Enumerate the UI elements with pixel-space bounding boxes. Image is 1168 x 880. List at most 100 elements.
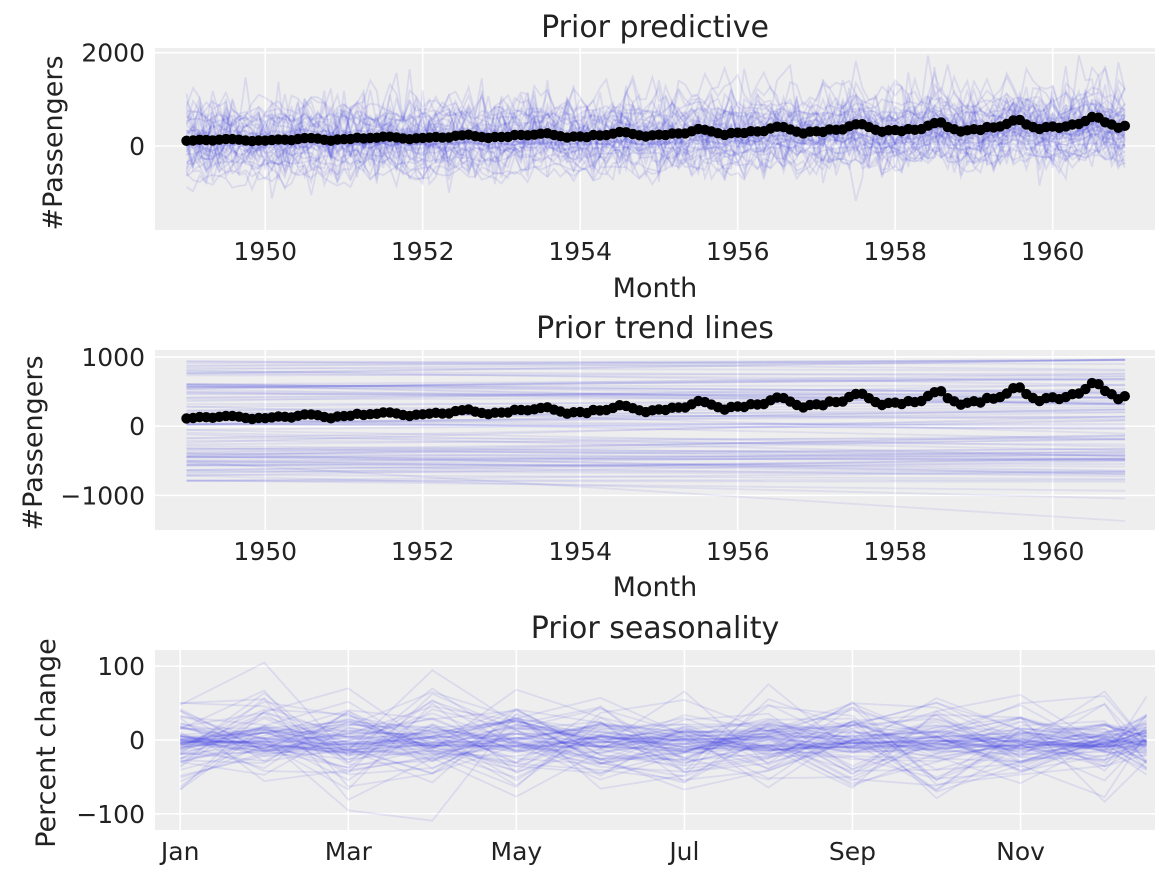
prior-trend-line — [186, 447, 1126, 459]
prior-seasonality-line — [180, 696, 1148, 773]
y-tick-label: 0 — [129, 412, 145, 441]
prior-trend-line — [186, 377, 1126, 386]
x-tick-labels: 1950 1952 1954 1956 1958 1960 — [233, 237, 1084, 266]
prior-draw-line — [186, 132, 1126, 172]
prior-draw-line — [185, 98, 1126, 160]
observed-point — [1119, 120, 1131, 131]
prior-seasonality-line — [179, 692, 1148, 782]
chart-title: Prior predictive — [541, 10, 769, 45]
x-tick-label: Jan — [159, 837, 200, 866]
prior-seasonality-line — [180, 705, 1148, 782]
gridlines — [155, 350, 1155, 530]
prior-trend-line — [186, 405, 1126, 435]
prior-draw-line — [185, 144, 1126, 192]
panel-prior-seasonality: Jan Mar May Jul Sep Nov −100 0 100 Prior seasonal… — [31, 611, 1155, 866]
prior-trend-line — [186, 463, 1126, 468]
prior-seasonality-line — [180, 729, 1148, 764]
prior-trend-line — [186, 449, 1126, 457]
prior-seasonality-line — [180, 721, 1147, 762]
prior-seasonality-line — [179, 689, 1148, 799]
prior-trend-line — [186, 457, 1126, 475]
prior-draw-line — [185, 97, 1126, 184]
prior-seasonality-line — [180, 710, 1147, 765]
prior-trend-line — [186, 359, 1126, 365]
prior-seasonality-line — [180, 723, 1147, 757]
series-group — [181, 358, 1131, 522]
prior-trend-line — [186, 454, 1126, 458]
prior-trend-line — [186, 433, 1126, 458]
prior-trend-line — [186, 473, 1126, 480]
x-tick-label: 1954 — [548, 237, 612, 266]
prior-trend-line — [186, 456, 1126, 461]
prior-seasonality-line — [180, 709, 1147, 752]
x-tick-label: 1954 — [548, 537, 612, 566]
prior-draw-line — [185, 92, 1126, 161]
prior-trend-line — [186, 415, 1126, 444]
x-tick-label: 1950 — [233, 237, 297, 266]
prior-seasonality-line — [179, 717, 1147, 764]
prior-seasonality-line — [179, 722, 1147, 787]
prior-trend-line — [186, 419, 1126, 431]
prior-draw-line — [186, 95, 1126, 144]
prior-draw-line — [185, 128, 1126, 196]
prior-seasonality-line — [180, 721, 1147, 757]
prior-trend-line — [186, 433, 1126, 457]
prior-trend-line — [186, 383, 1126, 400]
x-tick-label: 1958 — [863, 237, 927, 266]
prior-draw-line — [186, 127, 1126, 151]
observed-series — [181, 377, 1131, 425]
prior-trend-line — [186, 383, 1126, 394]
prior-trend-line — [186, 460, 1126, 477]
prior-seasonality-line — [180, 710, 1147, 822]
x-tick-labels: Jan Mar May Jul Sep Nov — [159, 837, 1045, 866]
prior-trend-line — [186, 375, 1126, 390]
prior-draw-line — [185, 119, 1126, 180]
prior-seasonality-line — [179, 700, 1147, 791]
prior-seasonality-line — [179, 697, 1148, 780]
prior-trend-line — [186, 452, 1126, 461]
prior-trend-line — [186, 470, 1126, 482]
prior-draw-line — [186, 86, 1126, 126]
x-tick-label: Sep — [829, 837, 876, 866]
prior-trend-line — [186, 383, 1126, 394]
prior-seasonality-line — [180, 726, 1147, 749]
prior-trend-line — [186, 372, 1126, 377]
prior-trend-line — [186, 457, 1126, 471]
prior-draw-line — [185, 60, 1126, 154]
x-tick-label: Nov — [996, 837, 1045, 866]
x-tick-label: Jul — [667, 837, 699, 866]
prior-trend-line — [186, 383, 1126, 403]
prior-trend-line — [186, 367, 1126, 372]
prior-seasonality-line — [179, 702, 1148, 781]
prior-trend-line — [186, 422, 1126, 430]
prior-seasonality-line — [180, 717, 1147, 791]
x-tick-label: 1960 — [1021, 537, 1085, 566]
prior-seasonality-line — [179, 708, 1147, 800]
prior-seasonality-line — [179, 709, 1148, 772]
prior-seasonality-line — [179, 700, 1147, 782]
prior-trend-line — [186, 396, 1126, 401]
gridlines — [155, 650, 1155, 830]
prior-draw-line — [185, 90, 1126, 174]
prior-trend-line — [186, 358, 1126, 374]
prior-seasonality-line — [180, 727, 1147, 772]
prior-seasonality-line — [180, 723, 1147, 752]
prior-trend-line — [186, 450, 1126, 464]
prior-draw-line — [185, 122, 1126, 174]
y-tick-label: 0 — [129, 726, 145, 755]
prior-seasonality-line — [179, 698, 1147, 789]
prior-seasonality-line — [180, 723, 1147, 754]
prior-trend-line — [186, 453, 1126, 467]
y-tick-label: −1000 — [60, 481, 145, 510]
prior-seasonality-line — [180, 713, 1147, 771]
prior-trend-line — [186, 463, 1126, 467]
observed-point — [1119, 391, 1131, 402]
prior-trend-line — [186, 370, 1126, 377]
prior-draw-line — [185, 123, 1126, 182]
prior-trend-line — [186, 359, 1126, 375]
prior-trend-line — [186, 437, 1126, 458]
chart-title: Prior trend lines — [536, 311, 774, 346]
prior-seasonality-line — [180, 726, 1147, 752]
prior-seasonality-line — [179, 690, 1148, 753]
prior-seasonality-line — [180, 727, 1147, 752]
